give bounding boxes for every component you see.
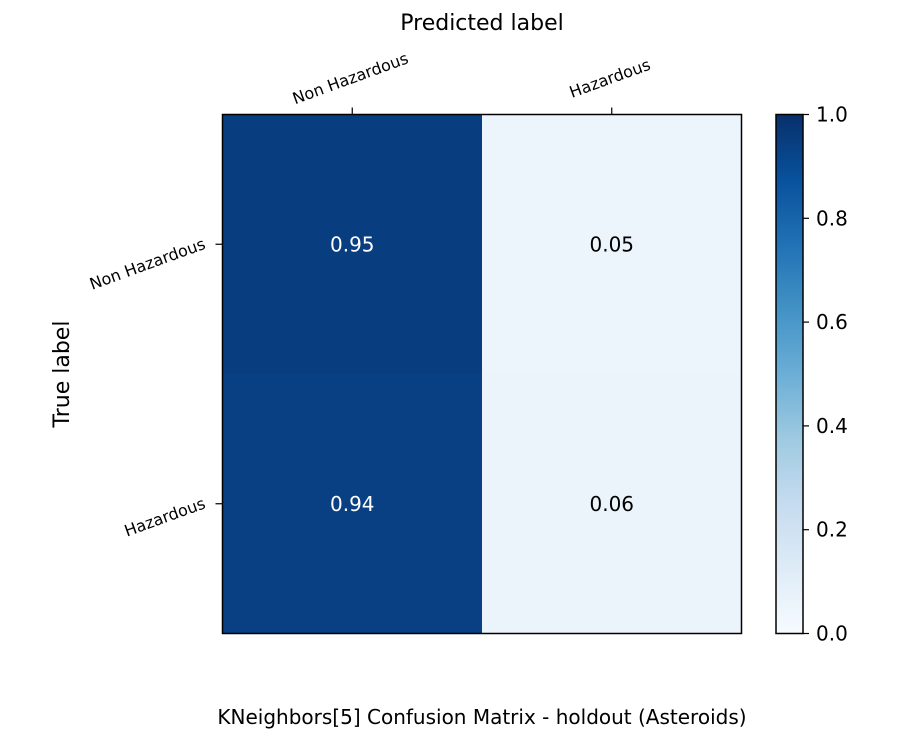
plot-frame [221, 113, 743, 635]
colorbar-tick-label: 0.0 [816, 622, 848, 646]
colorbar-tick-label: 0.4 [816, 414, 848, 438]
heatmap-cell [482, 114, 742, 375]
x-tick-label: Hazardous [567, 55, 653, 102]
x-tick-label: Non Hazardous [290, 49, 411, 108]
colorbar-frame [775, 113, 804, 635]
heatmap-cell-labels: 0.95 0.05 0.94 0.06 [330, 232, 634, 516]
x-axis-title: Predicted label [400, 11, 563, 36]
colorbar-tick-label: 0.8 [816, 206, 848, 230]
x-axis-ticks: Non Hazardous Hazardous [290, 49, 653, 115]
colorbar-ticks: 0.0 0.2 0.4 0.6 0.8 1.0 [803, 103, 848, 646]
heatmap-cell-label: 0.95 [330, 232, 375, 256]
heatmap-cell-label: 0.94 [330, 492, 375, 516]
heatmap-cell-label: 0.06 [589, 492, 634, 516]
heatmap-cell [222, 114, 483, 375]
y-tick-label: Non Hazardous [87, 234, 208, 293]
heatmap-cells [222, 114, 742, 634]
colorbar-tick-label: 1.0 [816, 103, 848, 127]
heatmap-cell-label: 0.05 [589, 232, 634, 256]
heatmap-cell [482, 374, 742, 634]
y-axis-title: True label [50, 321, 75, 429]
y-axis-ticks: Non Hazardous Hazardous [87, 234, 223, 541]
chart-title: KNeighbors[5] Confusion Matrix - holdout… [217, 705, 746, 729]
heatmap-cell [222, 374, 483, 634]
y-tick-label: Hazardous [122, 494, 208, 541]
colorbar-gradient [776, 114, 803, 634]
colorbar-tick-label: 0.6 [816, 310, 848, 334]
colorbar-tick-label: 0.2 [816, 518, 848, 542]
